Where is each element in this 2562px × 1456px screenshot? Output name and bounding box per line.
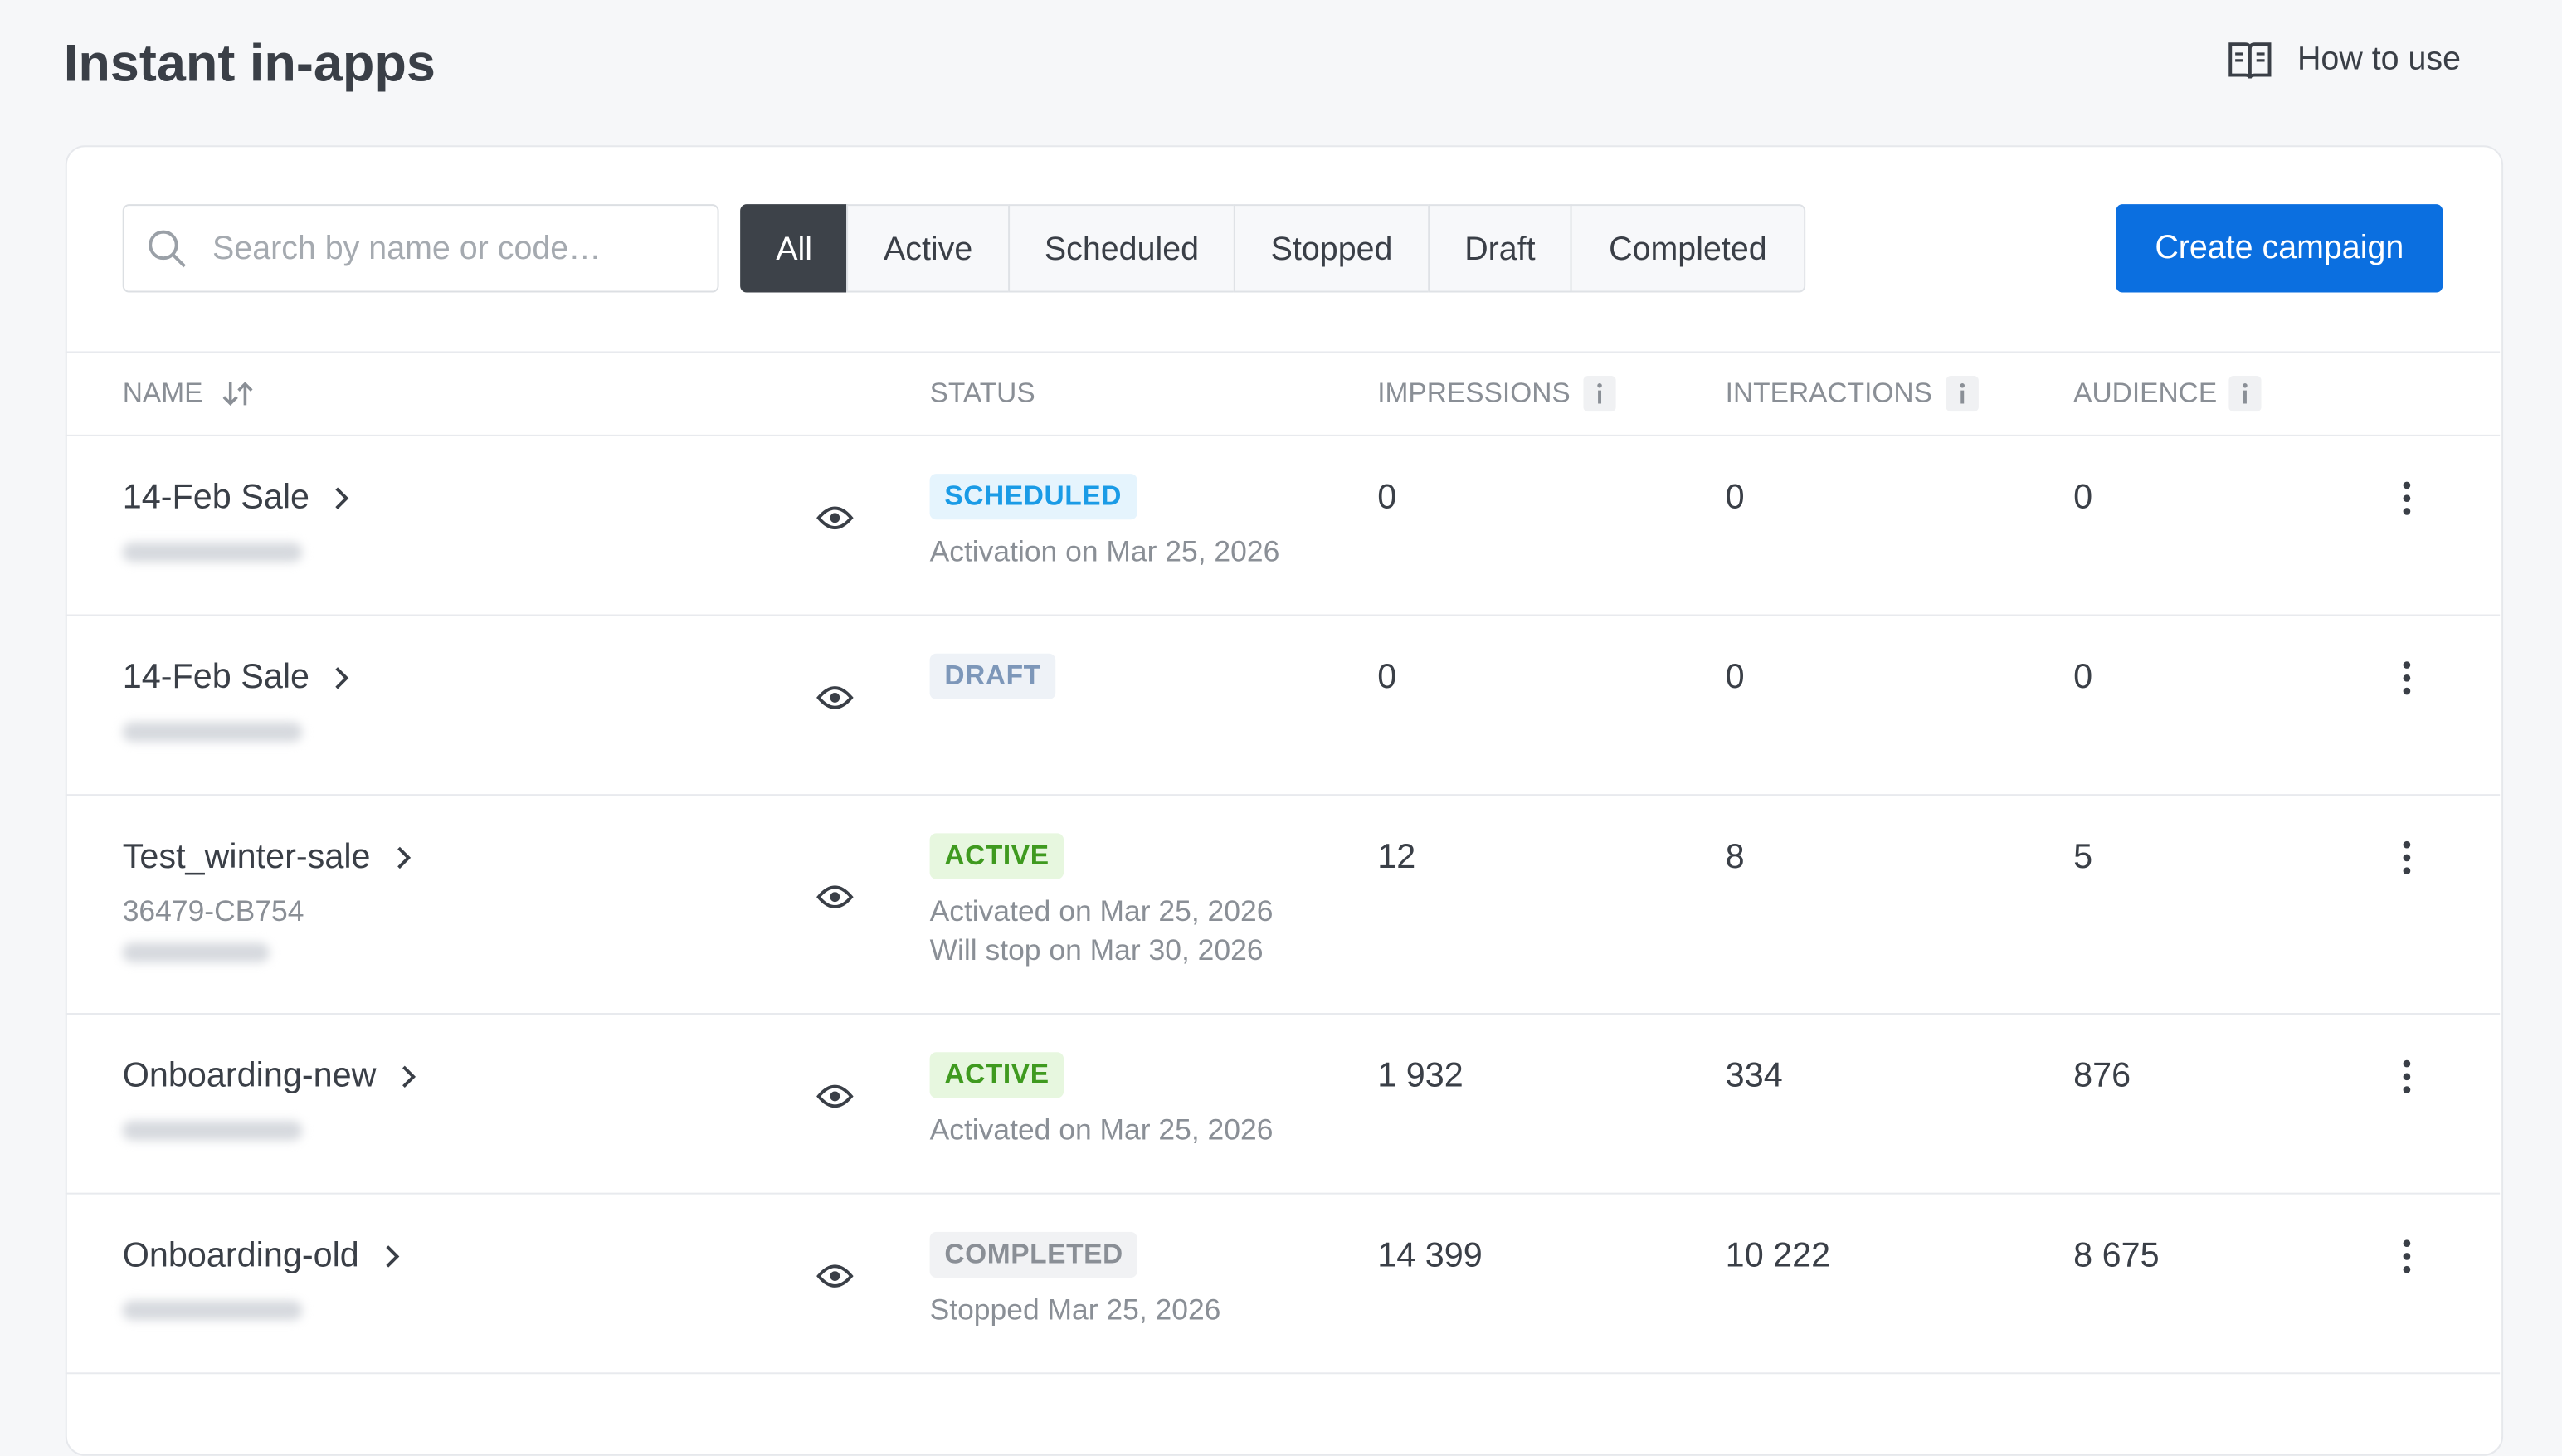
search-icon — [149, 230, 186, 268]
interactions-value: 0 — [1725, 479, 1745, 517]
column-header: NAME — [122, 377, 203, 409]
search-box[interactable] — [122, 204, 719, 293]
filter-tab[interactable]: All — [740, 204, 849, 293]
interactions-value: 334 — [1725, 1057, 1783, 1095]
interactions-value: 8 — [1725, 838, 1745, 876]
interactions-value: 0 — [1725, 658, 1745, 696]
preview-icon — [816, 506, 854, 530]
chevron — [402, 1065, 416, 1088]
status-badge: SCHEDULED — [929, 474, 1137, 520]
status-badge: ACTIVE — [929, 833, 1064, 879]
redacted-text — [122, 722, 303, 743]
chevron — [336, 667, 350, 689]
divider — [65, 351, 2501, 353]
status-note: Will stop on Mar 30, 2026 — [929, 933, 1264, 967]
audience-value: 8 675 — [2073, 1236, 2160, 1275]
redacted-text — [122, 542, 303, 562]
sort-icon — [222, 382, 253, 406]
help-link[interactable]: How to use — [2297, 41, 2462, 78]
divider — [65, 434, 2501, 436]
info-icon — [2228, 375, 2262, 412]
app: Instant in-apps How to use Search by nam… — [63, 33, 2504, 1456]
column-header: STATUS — [929, 377, 1035, 409]
info-icon — [1583, 375, 1616, 412]
campaign-name[interactable]: Onboarding-new — [122, 1057, 377, 1095]
chevron — [397, 846, 411, 869]
create-button[interactable]: Create campaign — [2116, 204, 2443, 293]
preview-icon — [816, 885, 854, 908]
impressions-value: 1 932 — [1377, 1057, 1464, 1095]
campaign-name[interactable]: 14-Feb Sale — [122, 658, 310, 696]
filter-tab[interactable]: Stopped — [1233, 204, 1430, 293]
column-header: AUDIENCE — [2073, 377, 2218, 409]
campaign-name[interactable]: Onboarding-old — [122, 1236, 359, 1275]
interactions-value: 10 222 — [1725, 1236, 1831, 1275]
campaign-card — [65, 145, 2504, 1456]
column-header: INTERACTIONS — [1725, 377, 1932, 409]
row-divider — [65, 1013, 2501, 1015]
preview-icon — [816, 1084, 854, 1108]
campaign-name[interactable]: 14-Feb Sale — [122, 479, 310, 517]
row-divider — [65, 614, 2501, 616]
audience-value: 876 — [2073, 1057, 2131, 1095]
impressions-value: 12 — [1377, 838, 1416, 876]
row-divider — [65, 794, 2501, 796]
status-badge: ACTIVE — [929, 1052, 1064, 1098]
status-note: Activation on Mar 25, 2026 — [929, 534, 1280, 568]
more-menu — [2403, 481, 2411, 515]
status-note: Activated on Mar 25, 2026 — [929, 894, 1274, 928]
redacted-text — [122, 942, 270, 962]
search-placeholder: Search by name or code… — [212, 231, 602, 267]
campaign-name[interactable]: Test_winter-sale — [122, 838, 371, 876]
row-divider — [65, 1192, 2501, 1195]
row-divider — [65, 1372, 2501, 1375]
campaign-code: 36479-CB754 — [122, 894, 304, 928]
impressions-value: 0 — [1377, 479, 1397, 517]
audience-value: 5 — [2073, 838, 2093, 876]
status-badge: COMPLETED — [929, 1231, 1138, 1278]
redacted-text — [122, 1300, 303, 1321]
status-note: Stopped Mar 25, 2026 — [929, 1293, 1221, 1327]
page: Instant in-apps How to use Search by nam… — [63, 33, 2504, 1456]
more-menu — [2403, 1239, 2411, 1273]
page-title: Instant in-apps — [63, 33, 436, 93]
filter-tab[interactable]: Draft — [1428, 204, 1572, 293]
info-icon — [1946, 375, 1979, 412]
redacted-text — [122, 1121, 303, 1141]
more-menu — [2403, 1059, 2411, 1093]
filter-tab[interactable]: Scheduled — [1008, 204, 1235, 293]
audience-value: 0 — [2073, 658, 2093, 696]
chevron — [385, 1245, 399, 1268]
status-note: Activated on Mar 25, 2026 — [929, 1113, 1274, 1147]
book-icon — [2228, 42, 2272, 79]
status-badge: DRAFT — [929, 653, 1056, 699]
more-menu — [2403, 840, 2411, 875]
column-header: IMPRESSIONS — [1377, 377, 1571, 409]
more-menu — [2403, 661, 2411, 695]
impressions-value: 0 — [1377, 658, 1397, 696]
preview-icon — [816, 1264, 854, 1288]
filter-tab[interactable]: Active — [846, 204, 1011, 293]
preview-icon — [816, 686, 854, 709]
audience-value: 0 — [2073, 479, 2093, 517]
impressions-value: 14 399 — [1377, 1236, 1483, 1275]
chevron — [336, 487, 350, 509]
filter-tab[interactable]: Completed — [1570, 204, 1806, 293]
